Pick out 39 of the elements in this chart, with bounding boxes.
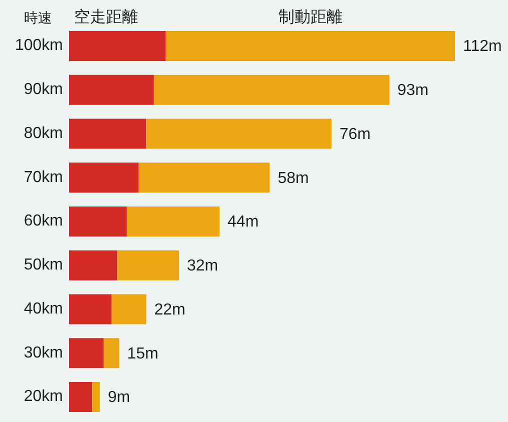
annotation: 9m xyxy=(108,389,130,406)
bar xyxy=(126,206,220,236)
bar xyxy=(69,31,166,61)
annotation: 32m xyxy=(187,258,218,275)
y-tick-label: 90km xyxy=(24,81,63,98)
bar xyxy=(69,294,112,324)
annotation: 44m xyxy=(228,214,259,231)
bar xyxy=(154,74,390,105)
annotation: 112m xyxy=(463,38,502,56)
y-tick-label: 20km xyxy=(24,388,63,406)
bar xyxy=(117,250,180,280)
bar xyxy=(69,118,146,149)
bar xyxy=(69,74,154,105)
bar xyxy=(69,250,118,280)
bar xyxy=(166,31,455,61)
y-axis-title: 時速 xyxy=(24,10,52,26)
y-tick-label: 70km xyxy=(24,168,63,186)
bar xyxy=(104,338,120,368)
y-tick-label: 50km xyxy=(24,256,63,274)
bar xyxy=(69,162,138,193)
y-tick-label: 100km xyxy=(14,37,63,54)
series-label: 空走距離 xyxy=(74,8,138,26)
y-tick-label: 40km xyxy=(24,300,63,318)
y-tick-label: 30km xyxy=(24,344,63,362)
y-tick-label: 60km xyxy=(24,212,63,230)
bar xyxy=(111,294,146,324)
bar xyxy=(138,162,270,193)
bar xyxy=(69,206,127,236)
series-label: 制動距離 xyxy=(278,8,342,26)
bar xyxy=(69,338,104,368)
y-tick-label: 80km xyxy=(24,124,63,142)
bar xyxy=(92,382,100,412)
annotation: 22m xyxy=(154,301,186,318)
annotation: 15m xyxy=(127,345,158,362)
annotation: 58m xyxy=(278,170,309,187)
bar xyxy=(69,382,92,412)
bar xyxy=(146,118,332,149)
annotation: 93m xyxy=(397,82,429,100)
annotation: 76m xyxy=(339,126,371,143)
